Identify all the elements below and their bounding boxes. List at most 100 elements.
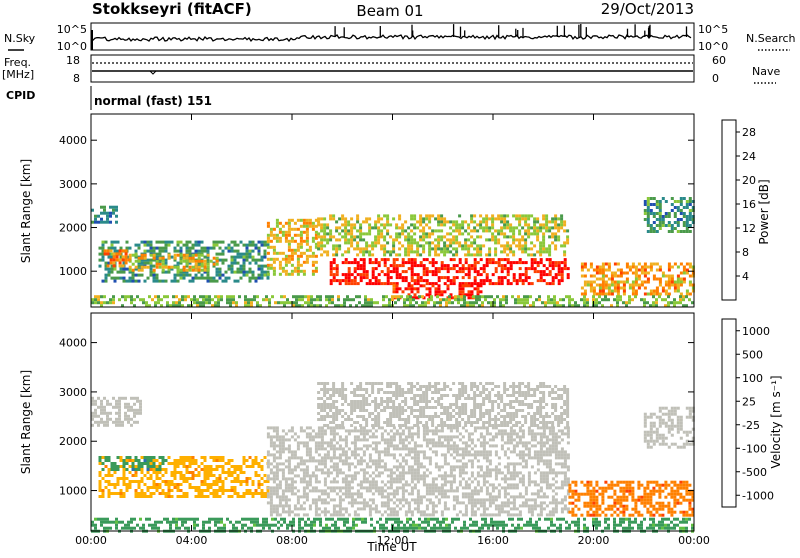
heatmap-cell bbox=[288, 438, 291, 441]
heatmap-cell bbox=[270, 453, 273, 456]
heatmap-cell bbox=[447, 462, 450, 465]
heatmap-cell bbox=[384, 429, 387, 432]
heatmap-cell bbox=[522, 273, 525, 276]
heatmap-cell bbox=[123, 280, 126, 283]
heatmap-cell bbox=[163, 295, 166, 298]
heatmap-cell bbox=[659, 227, 662, 230]
heatmap-cell bbox=[638, 284, 641, 287]
heatmap-cell bbox=[537, 495, 540, 498]
heatmap-cell bbox=[372, 501, 375, 504]
heatmap-cell bbox=[435, 429, 438, 432]
heatmap-cell bbox=[333, 480, 336, 483]
heatmap-cell bbox=[345, 276, 348, 279]
heatmap-cell bbox=[205, 301, 208, 304]
heatmap-cell bbox=[253, 295, 256, 298]
heatmap-cell bbox=[423, 264, 426, 267]
heatmap-cell bbox=[506, 214, 509, 217]
heatmap-cell bbox=[291, 483, 294, 486]
heatmap-cell bbox=[180, 483, 183, 486]
heatmap-cell bbox=[198, 260, 201, 263]
heatmap-cell bbox=[557, 235, 560, 238]
heatmap-cell bbox=[360, 495, 363, 498]
heatmap-cell bbox=[402, 258, 405, 261]
heatmap-cell bbox=[413, 238, 416, 241]
heatmap-cell bbox=[465, 507, 468, 510]
heatmap-cell bbox=[309, 225, 312, 228]
heatmap-cell bbox=[243, 462, 246, 465]
heatmap-cell bbox=[327, 495, 330, 498]
freq-panel bbox=[91, 55, 694, 82]
heatmap-cell bbox=[501, 510, 504, 513]
heatmap-cell bbox=[343, 298, 346, 301]
heatmap-cell bbox=[561, 279, 564, 282]
heatmap-cell bbox=[312, 456, 315, 459]
heatmap-cell bbox=[525, 276, 528, 279]
heatmap-cell bbox=[659, 215, 662, 218]
heatmap-cell bbox=[297, 435, 300, 438]
heatmap-cell bbox=[399, 471, 402, 474]
heatmap-cell bbox=[222, 262, 225, 265]
heatmap-cell bbox=[498, 429, 501, 432]
heatmap-cell bbox=[392, 217, 395, 220]
heatmap-cell bbox=[543, 474, 546, 477]
heatmap-cell bbox=[474, 426, 477, 429]
heatmap-cell bbox=[422, 220, 425, 223]
heatmap-cell bbox=[339, 435, 342, 438]
heatmap-cell bbox=[429, 459, 432, 462]
heatmap-cell bbox=[521, 217, 524, 220]
heatmap-cell bbox=[97, 421, 100, 424]
heatmap-cell bbox=[420, 450, 423, 453]
heatmap-cell bbox=[341, 253, 344, 256]
heatmap-cell bbox=[347, 232, 350, 235]
heatmap-cell bbox=[432, 504, 435, 507]
heatmap-cell bbox=[261, 271, 264, 274]
heatmap-cell bbox=[270, 495, 273, 498]
heatmap-cell bbox=[462, 456, 465, 459]
heatmap-cell bbox=[285, 489, 288, 492]
heatmap-cell bbox=[288, 510, 291, 513]
heatmap-cell bbox=[441, 483, 444, 486]
heatmap-cell bbox=[100, 406, 103, 409]
heatmap-cell bbox=[515, 238, 518, 241]
heatmap-cell bbox=[303, 501, 306, 504]
heatmap-cell bbox=[482, 217, 485, 220]
heatmap-cell bbox=[225, 280, 228, 283]
heatmap-cell bbox=[99, 486, 102, 489]
heatmap-cell bbox=[150, 486, 153, 489]
heatmap-cell bbox=[162, 266, 165, 269]
heatmap-cell bbox=[465, 492, 468, 495]
heatmap-cell bbox=[471, 504, 474, 507]
heatmap-cell bbox=[510, 438, 513, 441]
heatmap-cell bbox=[374, 226, 377, 229]
heatmap-cell bbox=[160, 298, 163, 301]
heatmap-cell bbox=[222, 483, 225, 486]
heatmap-cell bbox=[216, 480, 219, 483]
heatmap-cell bbox=[268, 301, 271, 304]
heatmap-cell bbox=[327, 441, 330, 444]
heatmap-cell bbox=[318, 495, 321, 498]
heatmap-cell bbox=[393, 456, 396, 459]
heatmap-cell bbox=[315, 486, 318, 489]
heatmap-cell bbox=[686, 263, 689, 266]
heatmap-cell bbox=[279, 480, 282, 483]
heatmap-cell bbox=[389, 250, 392, 253]
heatmap-cell bbox=[356, 244, 359, 247]
heatmap-cell bbox=[531, 492, 534, 495]
heatmap-cell bbox=[240, 241, 243, 244]
heatmap-cell bbox=[279, 486, 282, 489]
heatmap-cell bbox=[427, 301, 430, 304]
heatmap-cell bbox=[357, 453, 360, 456]
heatmap-cell bbox=[127, 418, 130, 421]
heatmap-cell bbox=[339, 468, 342, 471]
heatmap-cell bbox=[507, 432, 510, 435]
heatmap-cell bbox=[255, 489, 258, 492]
heatmap-cell bbox=[486, 456, 489, 459]
heatmap-cell bbox=[282, 270, 285, 273]
heatmap-cell bbox=[291, 237, 294, 240]
heatmap-cell bbox=[369, 444, 372, 447]
heatmap-cell bbox=[156, 489, 159, 492]
heatmap-cell bbox=[444, 474, 447, 477]
heatmap-cell bbox=[501, 486, 504, 489]
heatmap-cell bbox=[150, 247, 153, 250]
heatmap-cell bbox=[123, 471, 126, 474]
